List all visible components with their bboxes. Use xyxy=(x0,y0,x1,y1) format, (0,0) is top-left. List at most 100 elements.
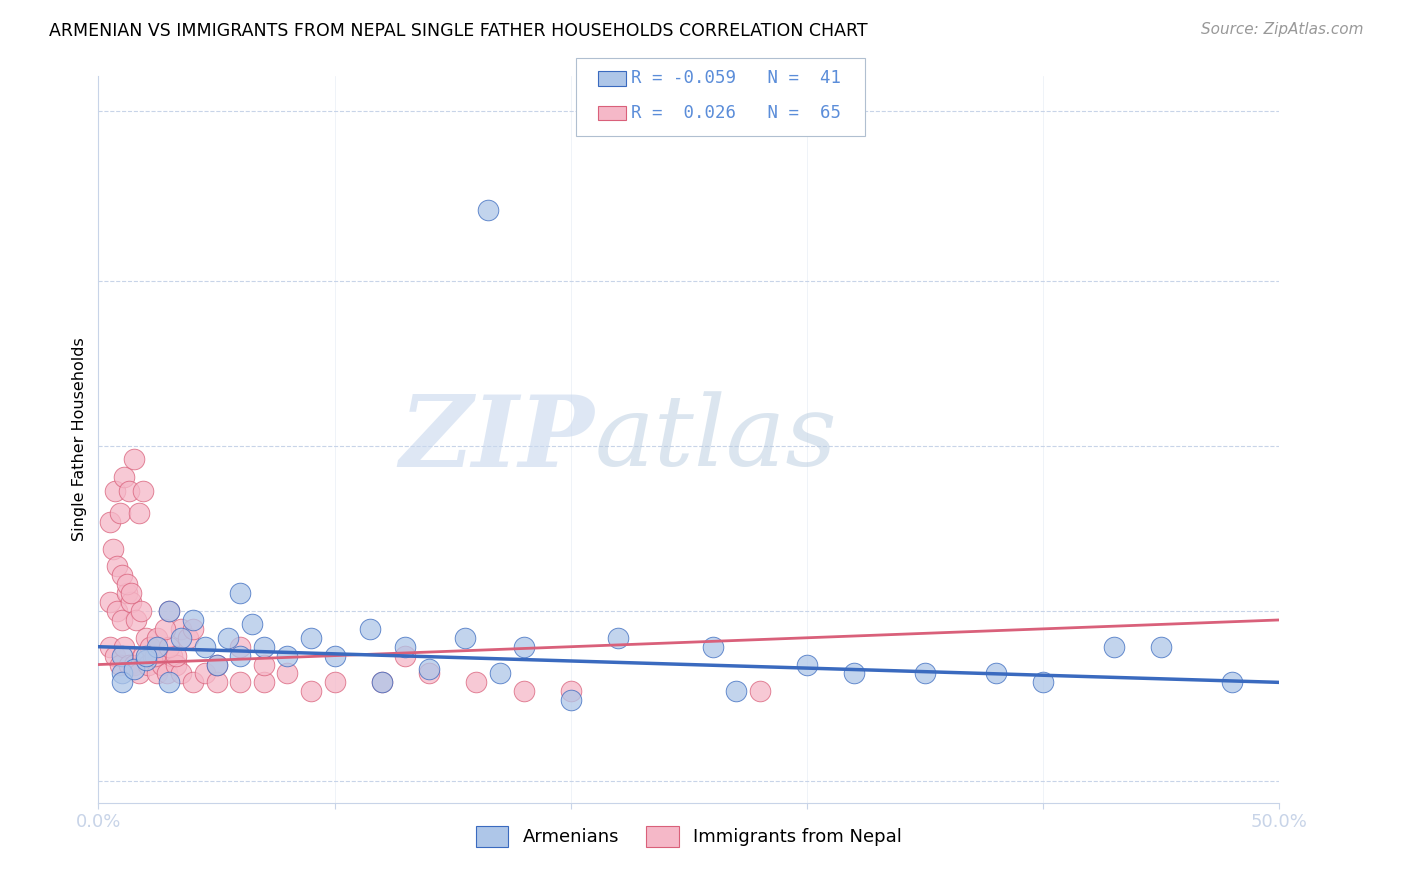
Point xyxy=(844,666,866,681)
Point xyxy=(253,675,276,690)
Point xyxy=(139,640,162,654)
Text: Source: ZipAtlas.com: Source: ZipAtlas.com xyxy=(1201,22,1364,37)
Point xyxy=(115,586,138,600)
Legend: Armenians, Immigrants from Nepal: Armenians, Immigrants from Nepal xyxy=(467,817,911,855)
Point xyxy=(165,648,187,663)
Point xyxy=(157,640,180,654)
Point xyxy=(607,631,630,645)
Point xyxy=(132,648,155,663)
Point xyxy=(121,586,143,600)
Point xyxy=(299,684,322,698)
Point xyxy=(146,640,169,654)
Point xyxy=(512,640,534,654)
Point xyxy=(170,631,193,645)
Point xyxy=(105,604,128,618)
Point xyxy=(111,568,134,582)
Point xyxy=(477,202,499,217)
Point xyxy=(253,640,276,654)
Point xyxy=(153,622,176,636)
Point xyxy=(394,640,416,654)
Point xyxy=(125,613,148,627)
Point xyxy=(160,648,183,663)
Point xyxy=(205,657,228,672)
Point xyxy=(156,666,179,681)
Point xyxy=(194,666,217,681)
Point xyxy=(253,657,276,672)
Point xyxy=(394,648,416,663)
Point xyxy=(217,631,239,645)
Point xyxy=(181,613,204,627)
Point xyxy=(112,640,135,654)
Point xyxy=(1032,675,1054,690)
Point xyxy=(1102,640,1125,654)
Point xyxy=(181,622,204,636)
Point xyxy=(118,483,141,498)
Point xyxy=(1150,640,1173,654)
Point xyxy=(465,675,488,690)
Point xyxy=(111,675,134,690)
Point xyxy=(118,657,141,672)
Point xyxy=(418,666,440,681)
Point xyxy=(748,684,770,698)
Point xyxy=(150,657,173,672)
Point xyxy=(98,595,121,609)
Point xyxy=(170,666,193,681)
Point xyxy=(136,657,159,672)
Point xyxy=(135,631,157,645)
Point xyxy=(128,506,150,520)
Point xyxy=(101,541,124,556)
Point xyxy=(108,657,131,672)
Point xyxy=(371,675,394,690)
Point xyxy=(128,666,150,681)
Point xyxy=(299,631,322,645)
Point xyxy=(194,640,217,654)
Point xyxy=(132,483,155,498)
Point xyxy=(229,640,252,654)
Point xyxy=(323,648,346,663)
Point xyxy=(115,577,138,591)
Point xyxy=(453,631,475,645)
Point xyxy=(359,622,381,636)
Point xyxy=(111,613,134,627)
Point xyxy=(111,666,134,681)
Point xyxy=(135,648,157,663)
Point xyxy=(146,631,169,645)
Point xyxy=(914,666,936,681)
Point xyxy=(146,666,169,681)
Point xyxy=(143,648,166,663)
Point xyxy=(111,648,134,663)
Point xyxy=(177,631,200,645)
Point xyxy=(112,470,135,484)
Point xyxy=(725,684,748,698)
Point xyxy=(276,666,298,681)
Text: atlas: atlas xyxy=(595,392,837,487)
Point xyxy=(276,648,298,663)
Text: ZIP: ZIP xyxy=(399,391,595,488)
Point xyxy=(104,648,127,663)
Point xyxy=(105,559,128,574)
Point xyxy=(560,684,582,698)
Text: R = -0.059   N =  41: R = -0.059 N = 41 xyxy=(631,70,841,87)
Point xyxy=(98,515,121,529)
Text: R =  0.026   N =  65: R = 0.026 N = 65 xyxy=(631,104,841,122)
Point xyxy=(122,662,145,676)
Point xyxy=(142,648,165,663)
Point xyxy=(240,617,263,632)
Point xyxy=(108,506,131,520)
Point xyxy=(560,693,582,707)
Point xyxy=(157,604,180,618)
Point xyxy=(229,586,252,600)
Point xyxy=(229,675,252,690)
Point xyxy=(129,604,152,618)
Point xyxy=(165,657,187,672)
Point xyxy=(170,622,193,636)
Point xyxy=(157,675,180,690)
Point xyxy=(512,684,534,698)
Text: ARMENIAN VS IMMIGRANTS FROM NEPAL SINGLE FATHER HOUSEHOLDS CORRELATION CHART: ARMENIAN VS IMMIGRANTS FROM NEPAL SINGLE… xyxy=(49,22,868,40)
Point xyxy=(796,657,818,672)
Point xyxy=(122,452,145,467)
Point xyxy=(157,604,180,618)
Point xyxy=(984,666,1007,681)
Point xyxy=(418,662,440,676)
Point xyxy=(122,657,145,672)
